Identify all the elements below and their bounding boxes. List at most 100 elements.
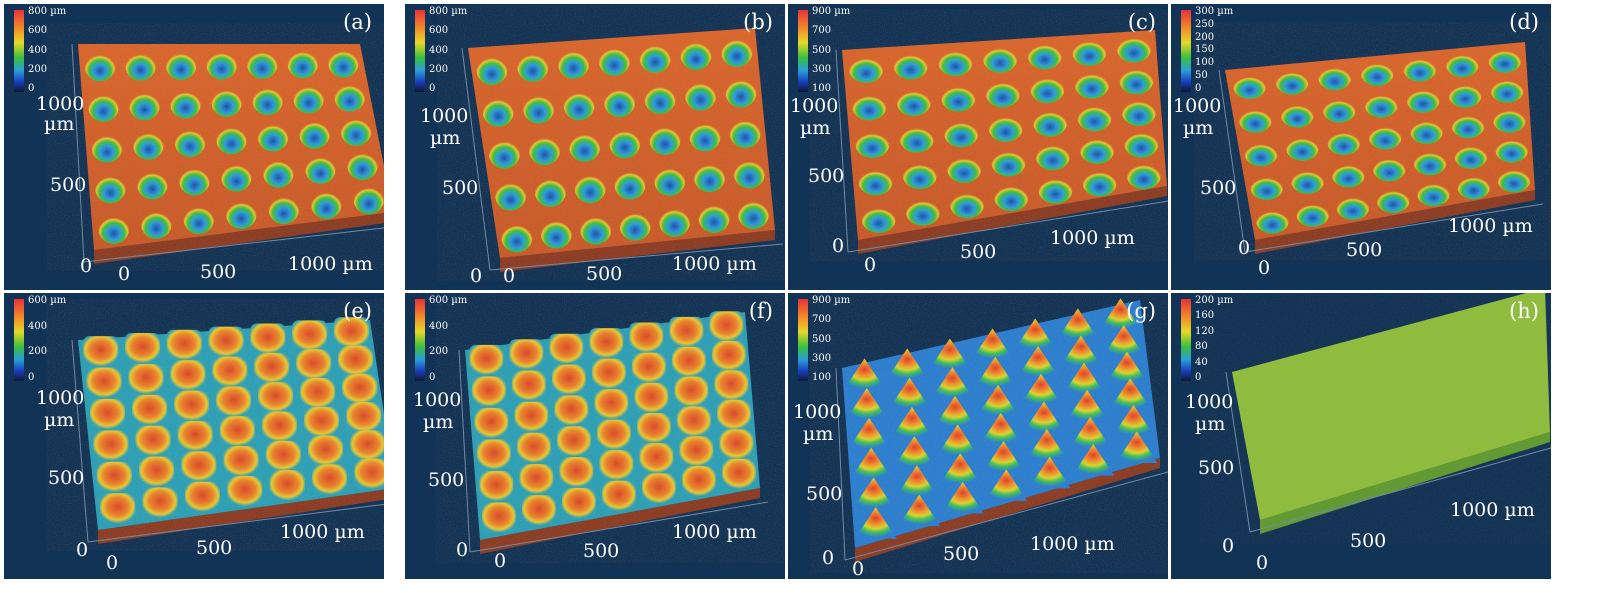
x-axis-mid-label: 500 <box>1346 239 1383 261</box>
y-axis-unit-label: µm <box>44 113 75 135</box>
axis-frame-line <box>1225 371 1251 533</box>
y-axis-mid-label: 500 <box>1198 457 1235 479</box>
colorbar-tick-label: 200 <box>429 63 449 75</box>
colorbar-tick-label: 800 µm <box>429 6 468 17</box>
surface-texture <box>465 312 760 540</box>
colorbar-tick-label: 200 <box>28 346 48 358</box>
y-axis-max-label: 1000 <box>790 95 839 117</box>
y-axis-mid-label: 500 <box>1200 177 1237 199</box>
surface-edge <box>480 488 760 554</box>
colorbar-tick-label: 0 <box>1195 371 1202 383</box>
x-axis-zero-label: 0 <box>1256 552 1269 574</box>
x-axis-zero-label: 0 <box>852 558 865 579</box>
surface-texture <box>842 30 1167 240</box>
colorbar-tick-label: 100 <box>812 83 832 94</box>
colorbar-tick-label: 0 <box>28 371 35 383</box>
axis-frame-line <box>844 471 1168 561</box>
colorbar-tick-label: 500 <box>812 44 832 56</box>
x-axis-max-label: 1000 µm <box>672 521 757 543</box>
y-axis-max-label: 1000 <box>420 105 469 127</box>
colorbar-tick-label: 300 <box>812 63 832 75</box>
colorbar-ticks: 800 µm 600 400 200 0 <box>28 6 98 94</box>
colorbar-tick-label: 0 <box>429 83 436 94</box>
surface-plot <box>458 311 769 554</box>
surface-plot <box>835 298 1168 562</box>
panel-a: 800 µm 600 400 200 0 (a) 1000 µm 500 0 0 500 1000 µm <box>4 4 384 290</box>
surface-edge <box>98 489 384 544</box>
x-axis-mid-label: 500 <box>200 261 237 283</box>
y-axis-mid-label: 500 <box>442 177 479 199</box>
colorbar-tick-label: 200 <box>429 346 449 358</box>
y-axis-max-label: 1000 <box>793 401 842 423</box>
colorbar-ticks: 900 µm 700 500 300 100 <box>812 6 882 94</box>
panel-label: (d) <box>1509 10 1539 34</box>
axis-origin-label: 0 <box>80 255 93 277</box>
colorbar-tick-label: 500 <box>812 333 832 345</box>
x-axis-mid-label: 500 <box>960 241 997 263</box>
colorbar-tick-label: 0 <box>1195 82 1202 94</box>
axis-origin-label: 0 <box>1238 237 1251 259</box>
y-axis-mid-label: 500 <box>808 165 845 187</box>
colorbar-tick-label: 600 <box>28 25 48 37</box>
x-axis-zero-label: 0 <box>864 254 877 276</box>
colorbar <box>798 299 808 381</box>
x-axis-zero-label: 0 <box>1258 257 1271 279</box>
surface-texture <box>1225 42 1535 240</box>
axis-frame-line <box>1249 447 1551 533</box>
colorbar-tick-label: 50 <box>1195 70 1208 82</box>
axis-origin-label: 0 <box>456 539 469 561</box>
panel-g: 900 µm 700 500 300 100 (g) 1000 µm 500 0 0 500 1000 … <box>788 293 1168 579</box>
y-axis-max-label: 1000 <box>1185 391 1234 413</box>
panel-h: 200 µm 160 120 80 40 0 (h) 1000 µm 500 0 0 500 1000 µ… <box>1171 293 1551 579</box>
x-axis-mid-label: 500 <box>196 537 233 559</box>
colorbar-tick-label: 80 <box>1195 341 1208 353</box>
colorbar <box>1181 10 1191 92</box>
axis-frame-line <box>71 339 89 543</box>
colorbar-tick-label: 100 <box>812 372 832 383</box>
panel-d: 300 µm 250 200 150 100 50 0 (d) 1000 µm 500 0 0 500 10… <box>1171 4 1551 290</box>
axis-frame-line <box>489 243 784 271</box>
x-axis-max-label: 1000 µm <box>1050 227 1135 249</box>
colorbar-tick-label: 900 µm <box>812 295 851 306</box>
surface-edge <box>858 186 1167 254</box>
colorbar-ticks: 600 µm 400 200 0 <box>28 295 98 383</box>
panel-label: (f) <box>748 299 773 323</box>
colorbar-tick-label: 600 µm <box>28 295 67 306</box>
axis-frame-line <box>461 47 491 271</box>
colorbar <box>798 10 808 92</box>
colorbar-ticks: 200 µm 160 120 80 40 0 <box>1195 295 1265 383</box>
y-axis-unit-label: µm <box>430 127 461 149</box>
panel-f: 600 µm 400 200 0 (f) 1000 µm 500 0 0 500 1000 µm <box>405 293 785 579</box>
colorbar-tick-label: 800 µm <box>28 6 67 17</box>
colorbar-ticks: 800 µm 600 400 200 0 <box>429 6 499 94</box>
axis-frame-line <box>1244 203 1544 253</box>
y-axis-mid-label: 500 <box>48 467 85 489</box>
x-axis-max-label: 1000 µm <box>1450 499 1535 521</box>
colorbar-tick-label: 900 µm <box>812 6 851 17</box>
colorbar <box>415 10 425 92</box>
x-axis-zero-label: 0 <box>494 550 507 572</box>
panel-label: (a) <box>343 10 372 34</box>
surface-plot <box>835 30 1168 254</box>
colorbar-tick-label: 120 <box>1195 325 1215 337</box>
axis-frame-line <box>87 503 384 543</box>
colorbar-ticks: 600 µm 400 200 0 <box>429 295 499 383</box>
y-axis-max-label: 1000 <box>413 389 462 411</box>
axis-origin-label: 0 <box>76 539 89 561</box>
colorbar-tick-label: 100 <box>1195 57 1215 69</box>
colorbar-tick-label: 200 <box>1195 31 1215 43</box>
colorbar-tick-label: 700 <box>812 25 832 37</box>
y-axis-mid-label: 500 <box>806 483 843 505</box>
colorbar-tick-label: 300 <box>812 352 832 364</box>
x-axis-zero-label: 0 <box>118 263 131 285</box>
panel-label: (b) <box>743 10 773 34</box>
x-axis-zero-label: 0 <box>503 265 516 287</box>
x-axis-mid-label: 500 <box>1350 530 1387 552</box>
colorbar-tick-label: 400 <box>28 320 48 332</box>
x-axis-mid-label: 500 <box>583 540 620 562</box>
colorbar-tick-label: 400 <box>429 44 449 56</box>
surface-edge <box>94 213 384 264</box>
panel-b: 800 µm 600 400 200 0 (b) 1000 µm 500 0 0 500 1000 µm <box>405 4 785 290</box>
x-axis-max-label: 1000 µm <box>1030 533 1115 555</box>
surface-plot <box>71 43 384 264</box>
